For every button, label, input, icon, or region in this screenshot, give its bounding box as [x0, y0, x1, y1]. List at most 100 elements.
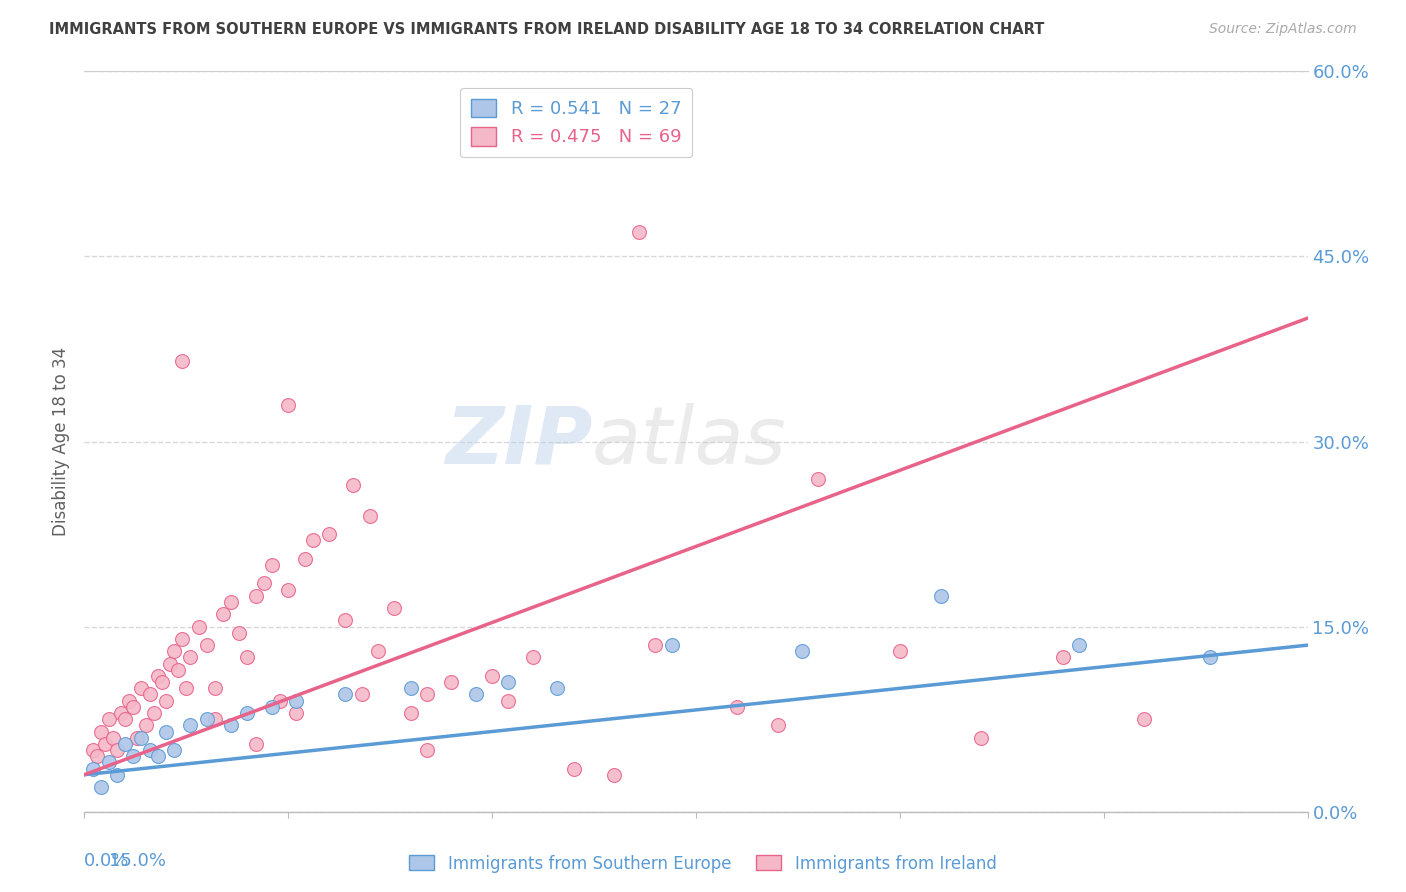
Point	[131, 681, 153, 696]
Point	[546, 681, 568, 696]
Point	[1198, 650, 1220, 665]
Point	[219, 718, 242, 732]
Point	[179, 718, 201, 732]
Point	[440, 675, 463, 690]
Point	[464, 688, 486, 702]
Point	[159, 657, 181, 671]
Y-axis label: Disability Age 18 to 34: Disability Age 18 to 34	[52, 347, 70, 536]
Text: atlas: atlas	[592, 402, 787, 481]
Point	[260, 699, 283, 714]
Point	[245, 737, 267, 751]
Point	[219, 595, 242, 609]
Point	[105, 743, 128, 757]
Point	[97, 712, 120, 726]
Point	[285, 694, 308, 708]
Point	[135, 718, 157, 732]
Text: IMMIGRANTS FROM SOUTHERN EUROPE VS IMMIGRANTS FROM IRELAND DISABILITY AGE 18 TO : IMMIGRANTS FROM SOUTHERN EUROPE VS IMMIG…	[49, 22, 1045, 37]
Point	[661, 638, 683, 652]
Point	[204, 712, 226, 726]
Point	[90, 724, 112, 739]
Point	[212, 607, 235, 622]
Point	[318, 527, 340, 541]
Point	[179, 650, 201, 665]
Point	[481, 669, 503, 683]
Point	[929, 589, 952, 603]
Point	[195, 638, 218, 652]
Point	[725, 699, 748, 714]
Point	[155, 724, 177, 739]
Point	[167, 663, 190, 677]
Point	[172, 632, 194, 646]
Point	[174, 681, 197, 696]
Point	[131, 731, 153, 745]
Point	[294, 551, 316, 566]
Point	[142, 706, 165, 720]
Point	[562, 762, 585, 776]
Point	[146, 669, 169, 683]
Point	[335, 614, 357, 628]
Text: ZIP: ZIP	[444, 402, 592, 481]
Point	[498, 675, 520, 690]
Point	[889, 644, 911, 658]
Point	[260, 558, 283, 572]
Point	[399, 681, 422, 696]
Point	[127, 731, 149, 745]
Point	[110, 706, 132, 720]
Point	[163, 743, 186, 757]
Point	[335, 688, 357, 702]
Point	[195, 712, 218, 726]
Point	[522, 650, 544, 665]
Point	[86, 749, 108, 764]
Point	[603, 767, 626, 781]
Point	[269, 694, 291, 708]
Legend: Immigrants from Southern Europe, Immigrants from Ireland: Immigrants from Southern Europe, Immigra…	[402, 848, 1004, 880]
Point	[1052, 650, 1074, 665]
Point	[416, 743, 439, 757]
Point	[122, 699, 145, 714]
Point	[90, 780, 112, 794]
Point	[970, 731, 993, 745]
Point	[416, 688, 439, 702]
Point	[101, 731, 124, 745]
Point	[236, 706, 259, 720]
Point	[382, 601, 405, 615]
Point	[285, 706, 308, 720]
Point	[367, 644, 389, 658]
Point	[155, 694, 177, 708]
Point	[627, 225, 650, 239]
Point	[1133, 712, 1156, 726]
Point	[245, 589, 267, 603]
Point	[150, 675, 173, 690]
Point	[766, 718, 789, 732]
Point	[204, 681, 226, 696]
Point	[236, 650, 259, 665]
Point	[146, 749, 169, 764]
Point	[114, 712, 136, 726]
Point	[350, 688, 373, 702]
Point	[138, 743, 160, 757]
Point	[228, 625, 250, 640]
Point	[122, 749, 145, 764]
Point	[114, 737, 136, 751]
Point	[253, 576, 276, 591]
Legend: R = 0.541   N = 27, R = 0.475   N = 69: R = 0.541 N = 27, R = 0.475 N = 69	[460, 87, 692, 157]
Text: 0.0%: 0.0%	[84, 853, 129, 871]
Point	[187, 619, 209, 633]
Point	[342, 477, 364, 491]
Point	[93, 737, 115, 751]
Point	[1069, 638, 1091, 652]
Point	[399, 706, 422, 720]
Point	[807, 471, 830, 485]
Point	[82, 743, 104, 757]
Point	[498, 694, 520, 708]
Text: 15.0%: 15.0%	[108, 853, 166, 871]
Point	[97, 756, 120, 770]
Text: Source: ZipAtlas.com: Source: ZipAtlas.com	[1209, 22, 1357, 37]
Point	[790, 644, 813, 658]
Point	[82, 762, 104, 776]
Point	[277, 582, 299, 597]
Point	[644, 638, 666, 652]
Point	[301, 533, 323, 548]
Point	[163, 644, 186, 658]
Point	[138, 688, 160, 702]
